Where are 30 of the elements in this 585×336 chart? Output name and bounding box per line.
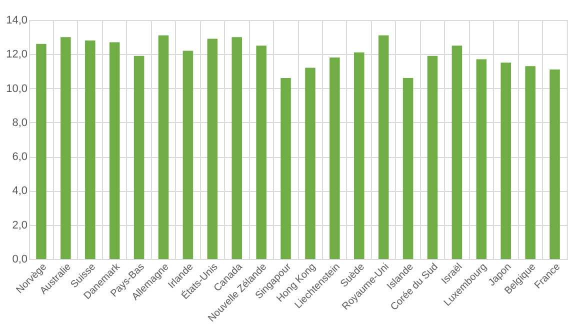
bar [305,68,316,259]
bar [354,52,364,259]
bar [378,35,389,259]
y-tick-label: 12,0 [6,48,28,61]
bar [452,46,462,259]
bar [427,56,438,259]
bar [476,59,487,259]
y-tick-label: 0,0 [12,254,28,266]
bar [85,40,96,259]
y-tick-label: 4,0 [12,185,28,198]
bar [330,58,340,259]
bar [60,37,71,259]
bar [36,44,46,259]
bar [232,37,242,259]
y-tick-label: 14,0 [6,14,28,26]
bar [500,62,511,259]
y-tick-label: 8,0 [12,116,28,129]
bar [402,78,414,259]
bar [109,42,120,259]
y-tick-label: 10,0 [6,82,28,95]
bar [256,46,266,259]
bar [207,38,218,259]
bar [280,78,291,259]
bar [550,70,560,259]
y-tick-label: 2,0 [12,219,28,232]
bar [158,35,169,259]
bar [134,56,144,259]
bar [525,66,536,259]
bar [182,50,194,259]
y-tick-label: 6,0 [12,151,28,164]
